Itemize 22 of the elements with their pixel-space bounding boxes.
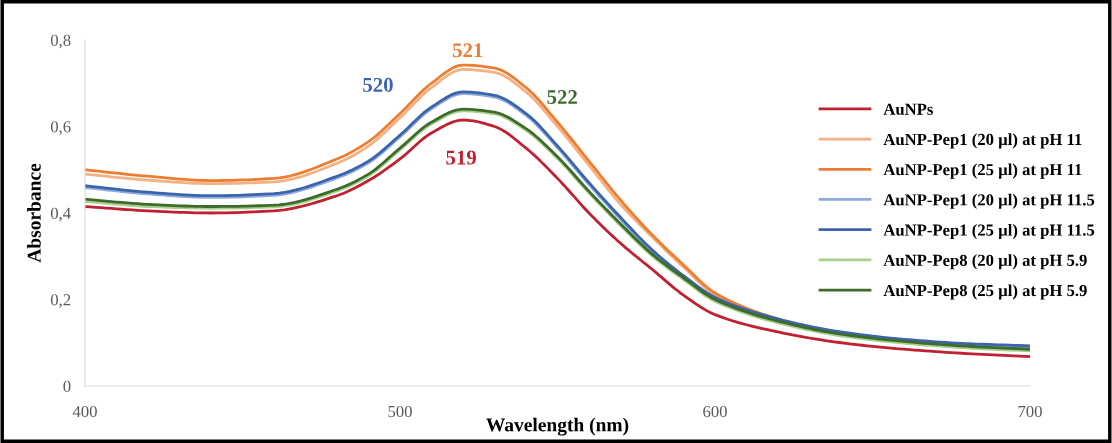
y-axis-title: Absorbance <box>27 163 41 263</box>
annotation: 522 <box>547 90 577 105</box>
y-tick-label: 0,2 <box>50 294 71 308</box>
y-tick-label: 0,6 <box>50 121 71 135</box>
legend-label: AuNP-Pep1 (20 µl) at pH 11 <box>883 133 1082 149</box>
legend-label: AuNP-Pep1 (20 µl) at pH 11.5 <box>883 193 1095 209</box>
legend-label: AuNP-Pep8 (25 µl) at pH 5.9 <box>883 284 1087 300</box>
y-tick-label: 0,4 <box>50 207 71 222</box>
y-tick-label: 0,8 <box>50 34 71 49</box>
x-axis-title: Wavelength (nm) <box>486 417 629 436</box>
annotation: 521 <box>452 43 483 58</box>
annotation: 519 <box>446 150 476 165</box>
y-tick-label: 0 <box>63 380 71 392</box>
legend-label: AuNP-Pep8 (20 µl) at pH 5.9 <box>883 254 1087 270</box>
legend-label: AuNP-Pep1 (25 µl) at pH 11 <box>883 163 1082 179</box>
x-tick-label: 700 <box>1018 405 1042 418</box>
x-tick-label: 500 <box>388 405 412 418</box>
x-tick-label: 400 <box>72 405 97 418</box>
x-tick-label: 600 <box>703 405 727 418</box>
legend-label: AuNP-Pep1 (25 µl) at pH 11.5 <box>883 223 1095 240</box>
annotation: 520 <box>363 77 393 92</box>
legend-label: AuNPs <box>883 103 933 115</box>
